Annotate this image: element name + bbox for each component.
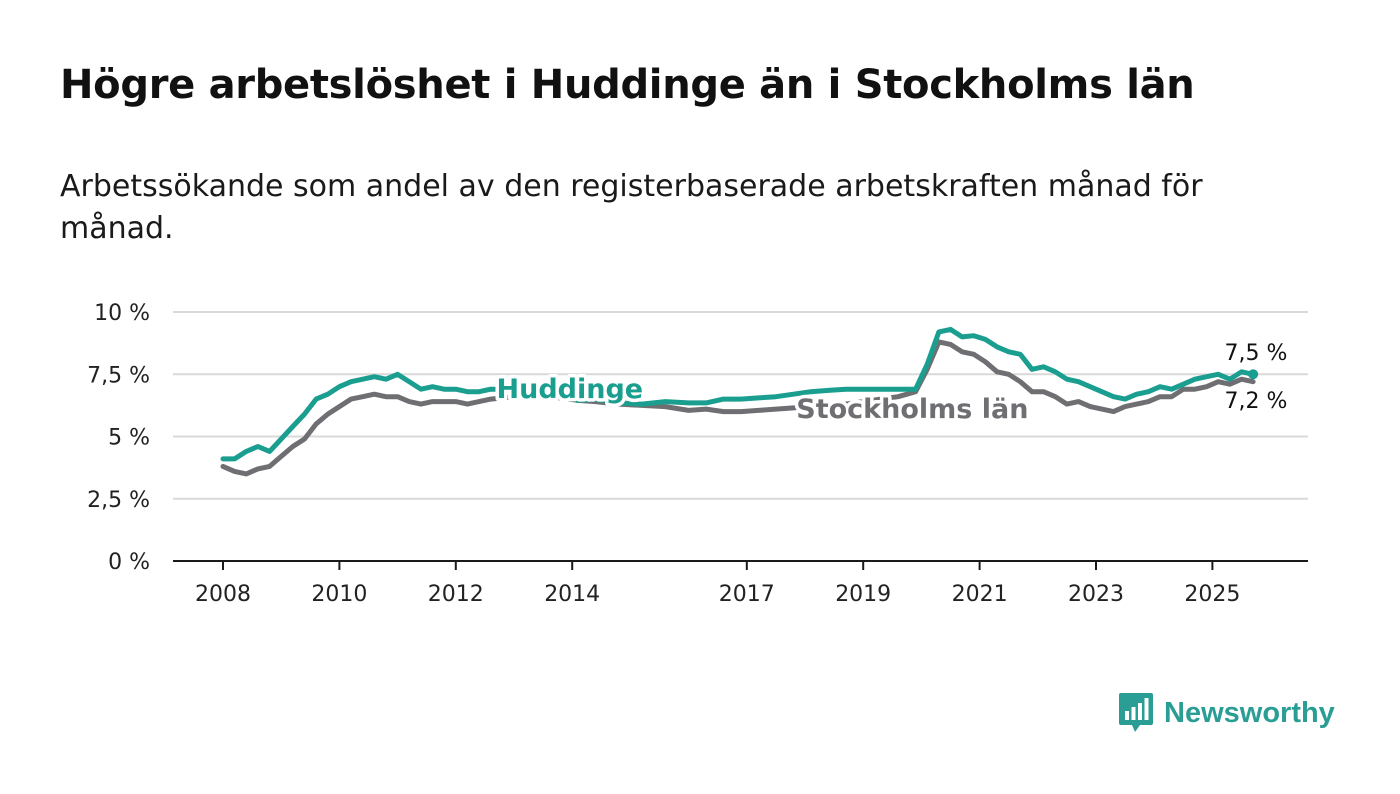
chart-title: Högre arbetslöshet i Huddinge än i Stock… [60,62,1195,108]
x-tick-label: 2017 [719,582,775,607]
x-tick-label: 2010 [311,582,367,607]
series-line-stockholm [220,339,1256,477]
x-tick-label: 2014 [544,582,600,607]
y-tick-label: 0 % [108,550,150,575]
gridlines [173,311,1308,500]
x-tick-label: 2012 [428,582,484,607]
series-lines [220,326,1259,477]
series-label-stockholm: Stockholms län [796,394,1028,425]
series-end-dot [1248,369,1259,380]
x-tick-label: 2008 [195,582,251,607]
bar-chart-bubble-icon [1119,693,1153,732]
y-tick-label: 2,5 % [87,488,150,513]
newsworthy-logo: Newsworthy [1118,690,1335,736]
y-tick-label: 10 % [94,301,150,326]
y-tick-label: 5 % [108,426,150,451]
chart-subtitle: Arbetssökande som andel av den registerb… [60,169,1203,246]
line-chart: 0 % 2,5 % 5 % 7,5 % 10 % 2008 2010 2012 2014 201… [87,301,1308,607]
brand-name: Newsworthy [1164,696,1335,729]
y-axis-tick-labels: 0 % 2,5 % 5 % 7,5 % 10 % [87,301,150,575]
x-tick-label: 2021 [952,582,1008,607]
series-line-huddinge [220,326,1256,462]
y-tick-label: 7,5 % [87,363,150,388]
series-labels: Huddinge Stockholms län 7,5 % 7,2 % [493,341,1288,428]
series-label-huddinge: Huddinge [497,374,644,405]
x-tick-label: 2023 [1068,582,1124,607]
x-tick-label: 2025 [1184,582,1240,607]
x-tick-label: 2019 [835,582,891,607]
x-axis-ticks: 2008 2010 2012 2014 2017 2019 2021 2023 2025 [195,561,1240,607]
end-value-label-huddinge: 7,5 % [1225,341,1288,366]
end-value-label-stockholm: 7,2 % [1225,389,1288,414]
